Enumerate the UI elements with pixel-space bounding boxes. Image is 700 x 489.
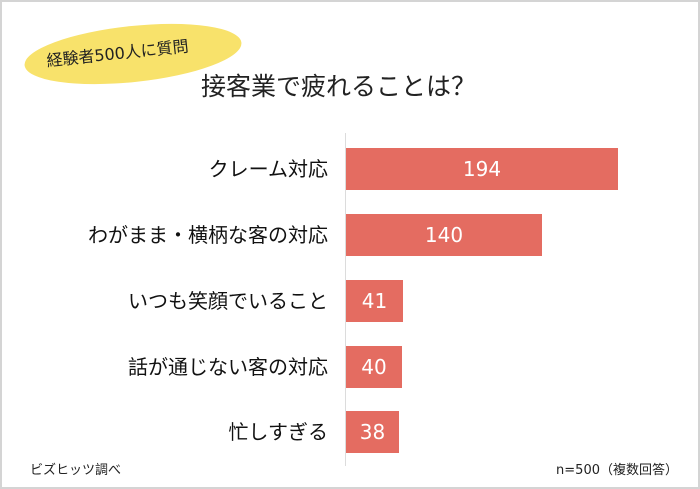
bar: 194 xyxy=(346,148,618,190)
category-label: クレーム対応 xyxy=(208,157,328,181)
speech-bubble-tail xyxy=(96,74,108,83)
category-label: 忙しすぎる xyxy=(228,420,328,444)
category-label: わがまま・横柄な客の対応 xyxy=(88,223,328,247)
bar: 41 xyxy=(346,280,403,322)
bar: 40 xyxy=(346,346,402,388)
y-axis-line xyxy=(345,133,346,466)
source-credit: ビズヒッツ調べ xyxy=(30,463,122,478)
bar: 140 xyxy=(346,214,542,256)
bar: 38 xyxy=(346,411,399,453)
chart-title: 接客業で疲れることは？ xyxy=(201,72,477,101)
sample-note: n=500（複数回答） xyxy=(556,463,678,478)
category-label: いつも笑顔でいること xyxy=(128,289,328,313)
category-label: 話が通じない客の対応 xyxy=(128,355,328,379)
